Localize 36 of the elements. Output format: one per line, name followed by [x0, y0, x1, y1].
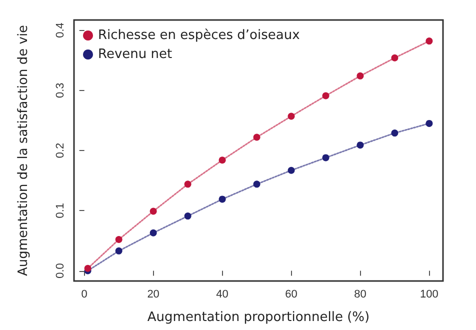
point: [115, 247, 122, 254]
legend-label: Revenu net: [98, 47, 172, 62]
point: [322, 92, 330, 100]
y-tick-label: 0.3: [54, 82, 66, 98]
point: [184, 180, 192, 188]
point: [426, 120, 433, 127]
x-tick-label: 0: [81, 288, 88, 300]
x-tick-label: 100: [420, 288, 438, 300]
point: [184, 212, 192, 220]
point: [391, 54, 398, 62]
y-tick-label: 0.1: [54, 202, 66, 218]
point: [84, 264, 92, 272]
point: [115, 236, 122, 244]
y-tick-label: 0.2: [54, 142, 66, 158]
x-tick-label: 20: [147, 288, 160, 300]
y-axis-title: Augmentation de la satisfaction de vie: [16, 24, 31, 276]
point: [150, 229, 157, 236]
x-tick-label: 80: [354, 288, 366, 300]
legend-label: Richesse en espèces d’oiseaux: [98, 28, 300, 43]
point: [391, 130, 398, 137]
point: [356, 142, 364, 149]
x-tick-label: 60: [285, 288, 298, 300]
y-tick-label: 0.4: [54, 22, 66, 38]
point: [356, 72, 364, 80]
point: [253, 134, 260, 141]
y-tick-label: 0.0: [54, 263, 66, 278]
point: [218, 156, 226, 164]
point: [150, 208, 157, 215]
x-tick-label: 40: [216, 288, 228, 300]
point: [426, 38, 433, 45]
point: [322, 154, 330, 162]
point: [218, 196, 226, 203]
point: [253, 180, 260, 188]
point: [288, 112, 295, 120]
point: [288, 166, 295, 174]
x-axis-title: Augmentation proportionnelle (%): [147, 310, 370, 325]
